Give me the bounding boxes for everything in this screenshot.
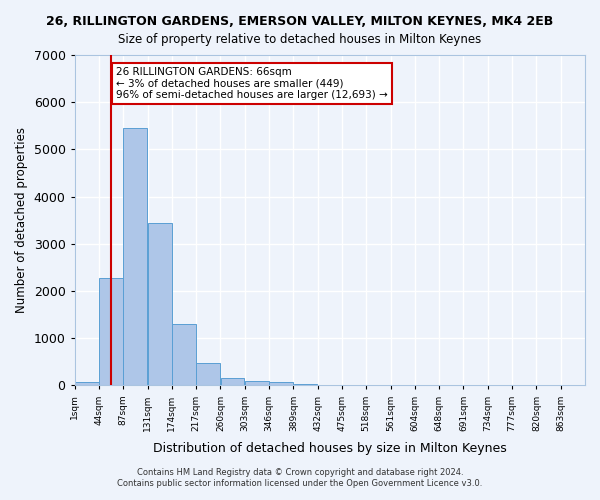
- Bar: [318, 384, 342, 386]
- Text: 26 RILLINGTON GARDENS: 66sqm
← 3% of detached houses are smaller (449)
96% of se: 26 RILLINGTON GARDENS: 66sqm ← 3% of det…: [116, 67, 388, 100]
- Text: Size of property relative to detached houses in Milton Keynes: Size of property relative to detached ho…: [118, 32, 482, 46]
- Bar: [75, 382, 98, 386]
- Bar: [245, 381, 269, 386]
- Y-axis label: Number of detached properties: Number of detached properties: [15, 127, 28, 313]
- Text: Contains HM Land Registry data © Crown copyright and database right 2024.
Contai: Contains HM Land Registry data © Crown c…: [118, 468, 482, 487]
- Bar: [196, 364, 220, 386]
- Bar: [172, 324, 196, 386]
- Bar: [269, 382, 293, 386]
- Bar: [148, 222, 172, 386]
- Bar: [293, 384, 317, 386]
- Text: 26, RILLINGTON GARDENS, EMERSON VALLEY, MILTON KEYNES, MK4 2EB: 26, RILLINGTON GARDENS, EMERSON VALLEY, …: [46, 15, 554, 28]
- Bar: [99, 278, 123, 386]
- Bar: [124, 128, 147, 386]
- Bar: [221, 378, 244, 386]
- Bar: [342, 385, 366, 386]
- X-axis label: Distribution of detached houses by size in Milton Keynes: Distribution of detached houses by size …: [153, 442, 506, 455]
